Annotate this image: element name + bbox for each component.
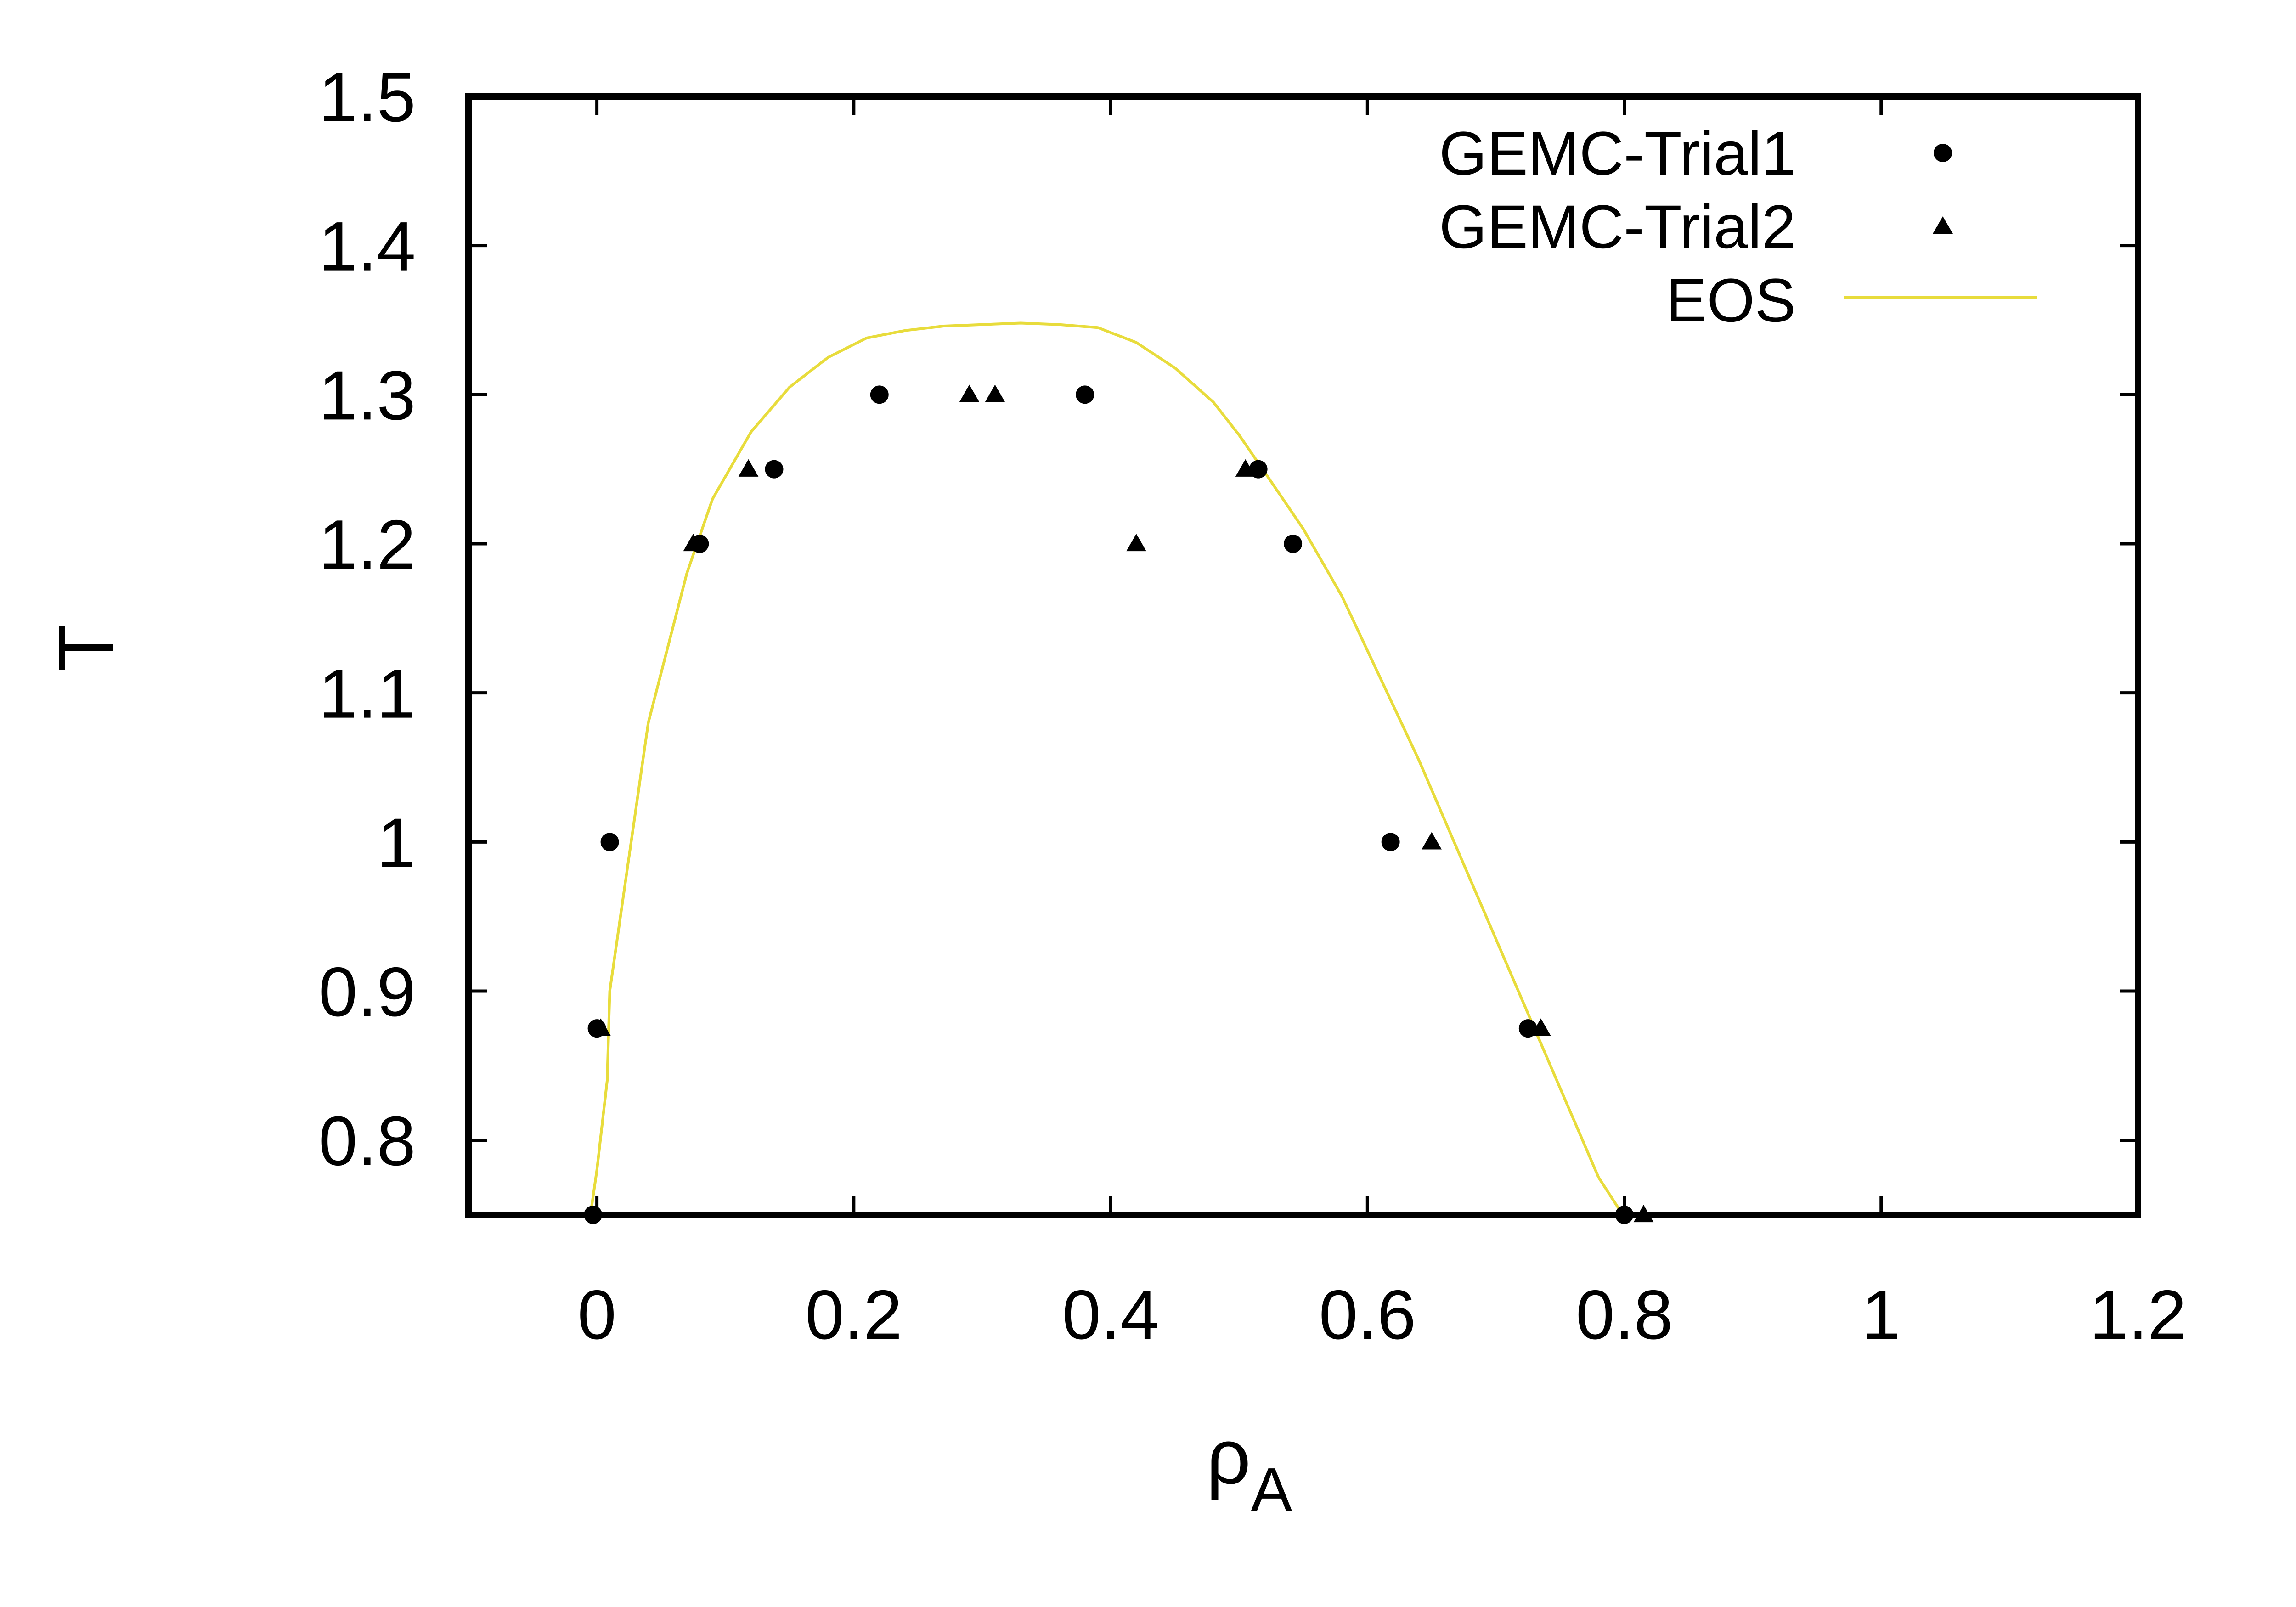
point-gemc-trial1 [1615, 1206, 1634, 1224]
point-gemc-trial2 [683, 534, 704, 552]
point-gemc-trial1 [1076, 385, 1094, 404]
point-gemc-trial2 [959, 384, 980, 402]
x-tick-label: 0.4 [1062, 1276, 1159, 1354]
y-axis-title: T [42, 624, 130, 671]
x-tick-label: 1 [1862, 1276, 1901, 1354]
legend-marker-gemc-trial2 [1933, 216, 1953, 234]
point-gemc-trial1 [765, 460, 784, 479]
point-gemc-trial2 [1126, 534, 1146, 552]
x-tick-label: 1.2 [2089, 1276, 2186, 1354]
y-tick-label: 1.5 [319, 58, 416, 136]
x-tick-label: 0.6 [1319, 1276, 1416, 1354]
point-gemc-trial1 [600, 833, 619, 851]
x-axis-title: ρA [1207, 1413, 1292, 1524]
eos-curve-layer [589, 321, 1626, 1215]
data-points-layer [584, 384, 1654, 1224]
y-tick-label: 0.8 [319, 1102, 416, 1180]
legend-label-gemc-trial1: GEMC-Trial1 [1439, 119, 1796, 188]
point-gemc-trial2 [591, 1018, 611, 1036]
x-tick-label: 0 [577, 1276, 616, 1354]
x-axis-subscript: A [1251, 1455, 1292, 1524]
point-gemc-trial2 [1530, 1018, 1551, 1036]
y-tick-labels: 0.8 0.9 1 1.1 1.2 1.3 1.4 1.5 [319, 58, 416, 1180]
legend-label-gemc-trial2: GEMC-Trial2 [1439, 193, 1796, 261]
point-gemc-trial2 [738, 459, 759, 477]
point-gemc-trial2 [1235, 459, 1256, 477]
legend: GEMC-Trial1 GEMC-Trial2 EOS [1439, 119, 2037, 335]
legend-label-eos: EOS [1666, 266, 1796, 335]
eos-line [589, 321, 1626, 1215]
point-gemc-trial1 [584, 1206, 603, 1224]
y-tick-label: 1 [377, 804, 416, 882]
point-gemc-trial1 [1381, 833, 1400, 851]
plot-frame [465, 93, 2141, 1218]
x-tick-label: 0.8 [1576, 1276, 1673, 1354]
x-tick-label: 0.2 [805, 1276, 902, 1354]
x-tick-labels: 0 0.2 0.4 0.6 0.8 1 1.2 [577, 1276, 2186, 1354]
y-tick-label: 1.3 [319, 356, 416, 434]
point-gemc-trial2 [1633, 1205, 1654, 1223]
axis-ticks [468, 95, 2140, 1215]
legend-marker-gemc-trial1 [1934, 144, 1952, 162]
y-tick-label: 1.2 [319, 506, 416, 584]
point-gemc-trial2 [985, 384, 1005, 402]
point-gemc-trial2 [1422, 832, 1442, 850]
y-tick-label: 0.9 [319, 953, 416, 1031]
y-tick-label: 1.1 [319, 655, 416, 733]
point-gemc-trial1 [870, 385, 889, 404]
y-tick-label: 1.4 [319, 208, 416, 286]
x-axis-symbol: ρ [1207, 1413, 1251, 1500]
point-gemc-trial1 [1284, 535, 1303, 553]
